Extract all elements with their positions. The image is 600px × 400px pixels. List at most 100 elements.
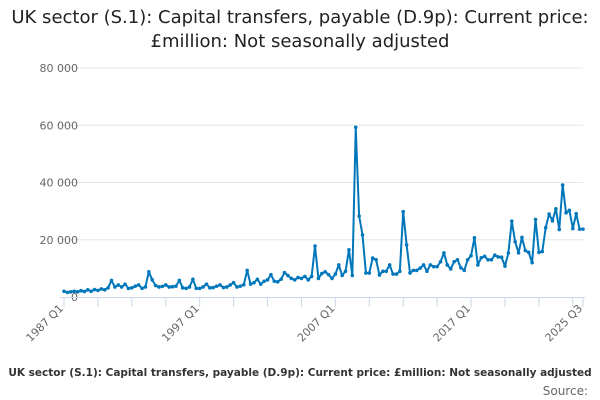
data-point (248, 282, 253, 286)
data-point (462, 268, 467, 273)
data-point (150, 278, 154, 282)
data-point (381, 269, 385, 274)
data-point (364, 271, 368, 275)
data-point (367, 271, 372, 275)
data-point (550, 219, 555, 223)
data-point (75, 290, 80, 294)
data-point (435, 264, 439, 269)
data-point (187, 285, 192, 289)
data-point (404, 243, 409, 247)
data-point (428, 263, 433, 267)
data-point (279, 277, 283, 282)
data-point (238, 284, 243, 288)
data-point (286, 273, 290, 278)
data-point (296, 275, 300, 280)
data-point (343, 269, 348, 274)
data-point (102, 288, 107, 292)
data-point (459, 266, 463, 270)
data-point (411, 268, 416, 273)
data-point (414, 268, 419, 273)
source-label: Source: (542, 384, 588, 398)
data-point (442, 251, 446, 255)
data-point (394, 272, 399, 276)
data-point (537, 250, 541, 255)
data-point (160, 284, 165, 289)
data-point (469, 253, 473, 258)
series-caption: UK sector (S.1): Capital transfers, paya… (8, 367, 592, 379)
data-point (357, 214, 361, 218)
data-point (513, 239, 517, 244)
data-point (465, 257, 470, 262)
data-point (218, 283, 222, 287)
data-point (438, 259, 443, 264)
data-point (62, 289, 66, 294)
data-point (581, 227, 585, 231)
data-point (418, 266, 422, 270)
y-tick-label: 60 000 (40, 119, 79, 132)
data-point (170, 284, 175, 289)
data-point (255, 277, 260, 282)
data-point (197, 286, 202, 291)
chart-title: UK sector (S.1): Capital transfers, paya… (11, 7, 589, 52)
data-point (353, 125, 358, 130)
data-point (571, 226, 575, 231)
data-point (275, 280, 280, 284)
data-point (130, 286, 134, 290)
data-point (391, 272, 395, 276)
data-point (299, 276, 304, 281)
data-point (489, 257, 494, 262)
x-tick-label: 1997 Q1 (159, 302, 202, 345)
data-point (493, 253, 497, 258)
data-point (85, 288, 90, 292)
data-point (72, 289, 76, 294)
data-point (374, 257, 378, 262)
y-tick-label: 20 000 (40, 234, 79, 247)
data-point (147, 270, 151, 274)
data-point (313, 244, 317, 248)
data-point (452, 259, 456, 264)
data-point (235, 285, 239, 289)
data-point (472, 235, 477, 240)
data-point (303, 274, 307, 279)
x-tick-label: 2007 Q1 (295, 302, 338, 345)
data-point (567, 208, 572, 213)
data-point (330, 276, 334, 281)
data-point (499, 255, 504, 260)
data-point (486, 257, 490, 262)
data-point (336, 263, 341, 267)
data-point (262, 279, 266, 284)
data-point (92, 287, 97, 292)
data-point (123, 282, 127, 286)
data-point (574, 211, 579, 216)
data-point (252, 280, 256, 285)
data-point (214, 284, 219, 288)
data-point (89, 289, 93, 294)
data-point (258, 282, 263, 286)
data-point (340, 273, 344, 278)
data-point (109, 278, 114, 283)
data-point (350, 273, 355, 278)
data-point (177, 278, 182, 283)
data-point (116, 283, 121, 287)
data-point (231, 280, 236, 285)
data-point (506, 251, 511, 255)
data-point (309, 274, 314, 279)
data-point (167, 285, 171, 289)
data-point (360, 233, 365, 237)
data-point (384, 269, 389, 274)
data-point (516, 251, 521, 255)
data-point (140, 286, 144, 291)
data-point (326, 272, 331, 277)
data-point (174, 284, 178, 288)
data-point (520, 235, 524, 240)
data-point (282, 270, 287, 275)
data-point (245, 268, 249, 273)
data-point (320, 271, 324, 276)
data-point (211, 285, 216, 290)
data-point (421, 263, 426, 267)
data-point (292, 278, 297, 282)
x-tick-label: 2017 Q1 (431, 302, 474, 345)
x-tick-label: 2025 Q3 (543, 302, 586, 345)
data-point (208, 286, 212, 290)
